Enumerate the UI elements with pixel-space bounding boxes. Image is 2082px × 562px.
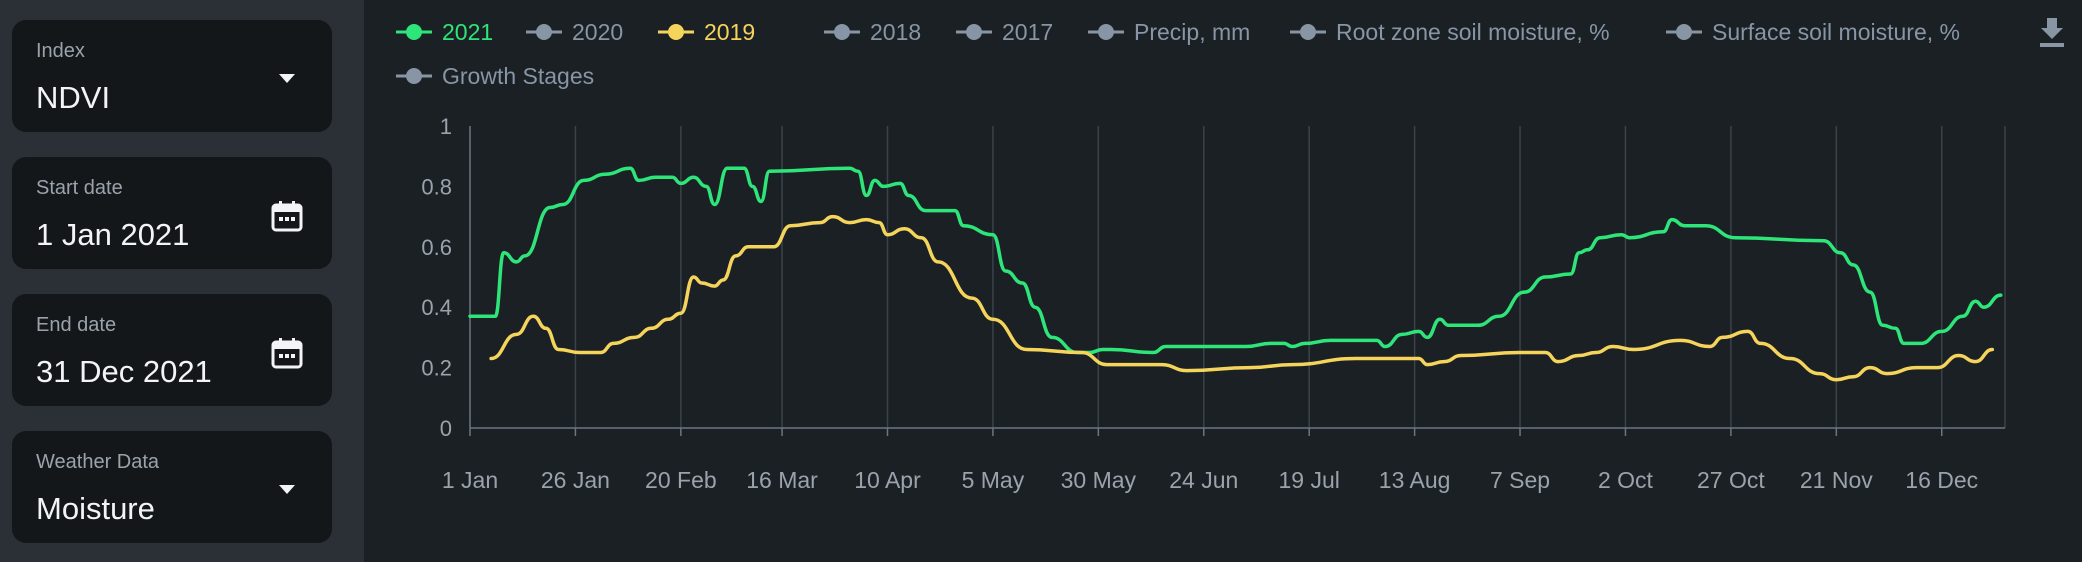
y-tick-label: 1 [440,114,452,139]
weather-data-label: Weather Data [36,451,160,473]
weather-data-value: Moisture [36,491,155,526]
index-label: Index [36,40,85,62]
download-icon[interactable] [2036,14,2068,50]
sidebar: Index NDVI Start date 1 Jan 2021 End dat… [0,0,364,562]
legend-marker-icon [956,24,992,40]
chart-panel: 2021 2020 2019 2018 2017 Precip, mm Root zone … [364,0,2082,562]
index-select[interactable]: Index NDVI [12,20,332,132]
end-date-value: 31 Dec 2021 [36,354,212,389]
start-date-value: 1 Jan 2021 [36,217,190,252]
legend-marker-icon [396,24,432,40]
series-line-2019 [489,214,1995,382]
legend-item[interactable]: 2021 [396,14,493,50]
legend-label: 2020 [572,18,624,45]
x-tick-label: 26 Jan [541,467,610,493]
end-date-label: End date [36,314,117,336]
legend-label: Precip, mm [1134,18,1251,45]
x-tick-label: 27 Oct [1697,467,1765,493]
legend-label: Growth Stages [442,62,595,89]
legend-marker-icon [658,24,694,40]
legend-marker-icon [824,24,860,40]
x-tick-label: 7 Sep [1490,467,1550,493]
y-tick-label: 0.6 [421,235,452,260]
x-tick-label: 24 Jun [1169,467,1238,493]
legend-item[interactable]: 2017 [956,14,1053,50]
start-date-label: Start date [36,177,123,199]
ndvi-line-chart: 1 Jan 26 Jan 20 Feb 16 Mar 10 Apr 5 May 30 May… [421,114,2006,493]
legend-item[interactable]: 2020 [526,14,623,50]
legend-marker-icon [526,24,562,40]
legend-label: 2017 [1002,18,1054,45]
legend-item[interactable]: Precip, mm [1088,14,1250,50]
x-tick-label: 20 Feb [645,467,717,493]
legend-item[interactable]: Growth Stages [396,58,594,94]
x-tick-label: 2 Oct [1598,467,1654,493]
legend-item[interactable]: Surface soil moisture, % [1666,14,1960,50]
caret-down-icon [279,74,295,83]
legend-label: Surface soil moisture, % [1712,18,1960,45]
series-line-2021 [468,166,2003,355]
calendar-icon[interactable] [270,199,304,233]
x-tick-label: 21 Nov [1800,467,1873,493]
legend-label: 2021 [442,18,494,45]
x-tick-label: 5 May [962,467,1025,493]
legend-item[interactable]: 2018 [824,14,921,50]
caret-down-icon [279,485,295,494]
legend-marker-icon [1290,24,1326,40]
legend-item[interactable]: 2019 [658,14,755,50]
end-date-field[interactable]: End date 31 Dec 2021 [12,294,332,406]
x-tick-label: 30 May [1061,467,1137,493]
x-tick-label: 13 Aug [1379,467,1451,493]
y-tick-label: 0.4 [421,295,452,320]
start-date-field[interactable]: Start date 1 Jan 2021 [12,157,332,269]
y-tick-label: 0.2 [421,356,452,381]
calendar-icon[interactable] [270,336,304,370]
legend-label: Root zone soil moisture, % [1336,18,1610,45]
x-tick-label: 10 Apr [854,467,921,493]
y-tick-label: 0 [440,416,452,441]
legend-marker-icon [396,68,432,84]
legend-marker-icon [1088,24,1124,40]
weather-data-select[interactable]: Weather Data Moisture [12,431,332,543]
x-tick-label: 16 Mar [746,467,818,493]
x-tick-label: 16 Dec [1905,467,1978,493]
x-tick-label: 19 Jul [1279,467,1340,493]
x-tick-label: 1 Jan [442,467,498,493]
y-tick-label: 0.8 [421,174,452,199]
legend-marker-icon [1666,24,1702,40]
legend-item[interactable]: Root zone soil moisture, % [1290,14,1610,50]
legend-label: 2018 [870,18,922,45]
legend-label: 2019 [704,18,756,45]
index-value: NDVI [36,80,111,115]
